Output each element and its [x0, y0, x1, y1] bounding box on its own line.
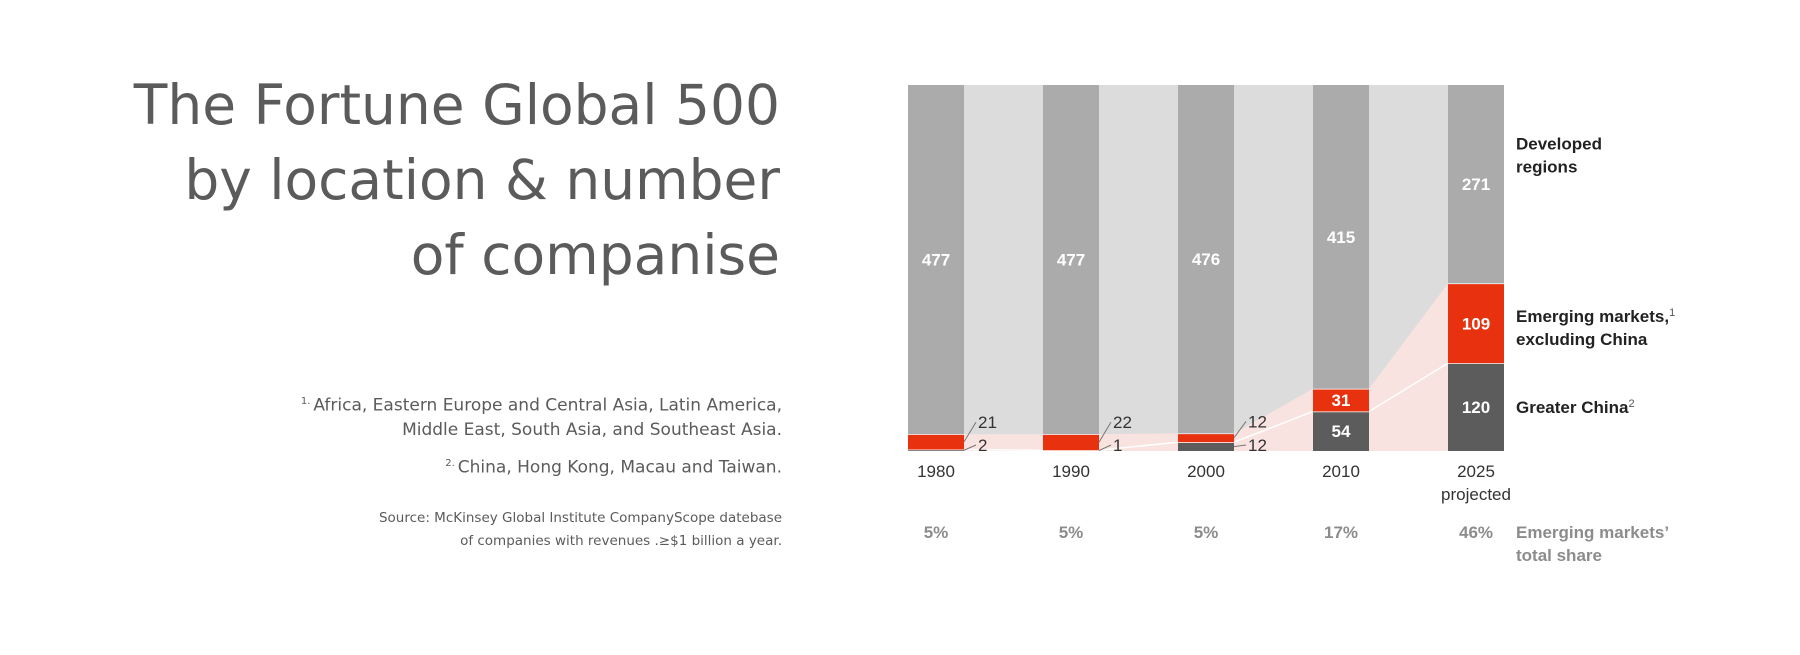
bar-greater-china-2000	[1178, 442, 1234, 451]
share-row-label: Emerging markets’ total share	[1516, 523, 1669, 565]
value-label-2010-2: 415	[1327, 228, 1355, 247]
x-tick-label-2000: 2000	[1187, 462, 1225, 481]
value-label-2010-0: 54	[1332, 422, 1351, 441]
emerging-connector-1990	[1099, 433, 1178, 451]
value-label-2025-0: 120	[1462, 398, 1490, 417]
leader-line-1990-0	[1098, 444, 1112, 452]
legend-emerging-markets: Emerging markets,1 excluding China	[1516, 307, 1675, 349]
stacked-bar-chart: 2 21 477 1 22 477 12 12 476 54 31 415 120 109 271 1980 1…	[908, 85, 1675, 565]
footnote-1-line-2: Middle East, South Asia, and Southeast A…	[402, 419, 782, 440]
value-label-1980-0: 2	[978, 436, 987, 455]
value-label-2010-1: 31	[1332, 391, 1351, 410]
value-label-1990-1: 22	[1113, 413, 1132, 432]
bar-developed-regions-2000	[1178, 85, 1234, 434]
source-note: Source: McKinsey Global Institute Compan…	[160, 507, 782, 553]
bar-emerging-markets-excluding-china-2010	[1313, 388, 1369, 412]
value-label-1980-1: 21	[978, 413, 997, 432]
footnote-1-marker: 1.	[300, 396, 311, 407]
x-tick-label-2025: 2025 projected	[1441, 462, 1511, 504]
china-connector-1990	[1098, 441, 1179, 452]
emerging-connector-2000	[1234, 388, 1313, 451]
share-label-1980: 5%	[924, 523, 949, 542]
share-label-2025: 46%	[1459, 523, 1493, 542]
bar-greater-china-2010	[1313, 411, 1369, 451]
share-label-1990: 5%	[1059, 523, 1084, 542]
footnote-1: 1. Africa, Eastern Europe and Central Asi…	[160, 390, 782, 442]
page-title: The Fortune Global 500 by location & num…	[60, 68, 780, 293]
value-label-2025-2: 271	[1462, 175, 1490, 194]
emerging-connector-1980	[964, 434, 1043, 451]
share-label-2010: 17%	[1324, 523, 1358, 542]
footnotes: 1. Africa, Eastern Europe and Central Asi…	[160, 390, 782, 553]
leader-line-2000-0	[1233, 444, 1247, 448]
x-tick-label-1990: 1990	[1052, 462, 1090, 481]
leader-line-1990-1	[1098, 421, 1112, 443]
footnote-2-line-1: China, Hong Kong, Macau and Taiwan.	[457, 457, 782, 478]
x-tick-label-1980: 1980	[917, 462, 955, 481]
bar-greater-china-2025	[1448, 363, 1504, 451]
leader-line-1980-0	[963, 444, 977, 451]
value-label-1990-0: 1	[1113, 436, 1122, 455]
bar-emerging-markets-excluding-china-2025	[1448, 283, 1504, 364]
bar-emerging-markets-excluding-china-1990	[1043, 434, 1099, 451]
bar-emerging-markets-excluding-china-2000	[1178, 433, 1234, 443]
title-line-3: of companise	[410, 223, 780, 287]
value-label-1990-2: 477	[1057, 251, 1085, 270]
value-label-2000-2: 476	[1192, 250, 1220, 269]
bar-developed-regions-2010	[1313, 85, 1369, 389]
china-connector-2000	[1233, 410, 1314, 443]
value-label-2025-1: 109	[1462, 314, 1490, 333]
title-line-2: by location & number	[184, 148, 780, 212]
china-connector-2010	[1368, 362, 1449, 413]
leader-line-2000-1	[1233, 421, 1247, 439]
leader-line-1980-1	[963, 421, 977, 443]
emerging-connector-2010	[1369, 283, 1448, 451]
share-label-2000: 5%	[1194, 523, 1219, 542]
value-label-1980-2: 477	[922, 251, 950, 270]
source-line-1: Source: McKinsey Global Institute Compan…	[378, 510, 782, 527]
legend-greater-china: Greater China2	[1516, 398, 1635, 417]
value-label-2000-1: 12	[1248, 412, 1267, 431]
title-line-1: The Fortune Global 500	[133, 73, 780, 137]
bar-developed-regions-2025	[1448, 85, 1504, 284]
source-line-2: of companies with revenues .≥$1 billion …	[460, 533, 782, 550]
bar-developed-regions-1980	[908, 85, 964, 435]
value-label-2000-0: 12	[1248, 436, 1267, 455]
footnote-2-marker: 2.	[445, 457, 455, 469]
footnote-1-line-1: Africa, Eastern Europe and Central Asia,…	[313, 395, 782, 416]
footnote-2: 2. China, Hong Kong, Macau and Taiwan.	[160, 452, 782, 480]
china-connector-1980	[963, 448, 1044, 452]
legend-developed-regions: Developed regions	[1516, 135, 1602, 177]
bar-developed-regions-1990	[1043, 85, 1099, 435]
x-tick-label-2010: 2010	[1322, 462, 1360, 481]
bar-emerging-markets-excluding-china-1980	[908, 434, 964, 450]
